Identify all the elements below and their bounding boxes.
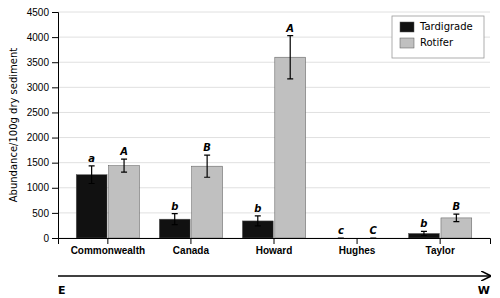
- bar: [76, 175, 107, 238]
- tick: Howard: [256, 238, 293, 256]
- tick: 2500: [27, 107, 58, 118]
- significance-label: B: [453, 201, 461, 212]
- tick-mark: [52, 62, 58, 63]
- tick-label: 4500: [27, 7, 50, 18]
- tick-mark: [52, 138, 58, 139]
- significance-label: B: [203, 142, 211, 153]
- error-bar: [421, 231, 427, 235]
- tick-mark: [52, 112, 58, 113]
- significance-label: b: [171, 201, 178, 212]
- tick: Taylor: [426, 238, 455, 256]
- tick-mark: [52, 12, 58, 13]
- grid-line: [58, 12, 490, 13]
- tick-label: 500: [32, 208, 49, 219]
- tick-label: 2000: [27, 132, 50, 143]
- legend-item: Tardigrade: [400, 21, 473, 32]
- bar: [275, 57, 306, 238]
- tick-label: 1500: [27, 157, 50, 168]
- tick-label: 3500: [27, 57, 50, 68]
- grid-line: [58, 87, 490, 88]
- legend-label: Tardigrade: [419, 21, 473, 32]
- legend-label: Rotifer: [420, 37, 454, 48]
- error-bar: [453, 214, 459, 222]
- axis-title: Abundance/100g dry sediment: [8, 48, 19, 203]
- legend-swatch: [400, 22, 414, 32]
- tick: 1000: [27, 182, 58, 193]
- grid-line: [58, 137, 490, 138]
- tick-mark: [52, 213, 58, 214]
- tick-mark: [107, 238, 108, 244]
- grid-line: [58, 112, 490, 113]
- bar: [325, 238, 356, 239]
- error-bar: [287, 36, 293, 79]
- direction-arrow: [58, 275, 490, 277]
- grid-line: [58, 62, 490, 63]
- tick-label: Canada: [173, 245, 210, 256]
- error-bar: [370, 237, 376, 238]
- error-bar: [121, 159, 127, 172]
- tick-mark: [274, 238, 275, 244]
- tick-mark: [52, 163, 58, 164]
- tick: Hughes: [339, 238, 376, 256]
- tick: Canada: [173, 238, 210, 256]
- y-axis: 0 500 1000 1500 2000 2500 3000 3500 4000 4500: [27, 7, 59, 244]
- significance-label: b: [420, 218, 427, 229]
- legend-frame: [392, 16, 484, 58]
- error-bar: [89, 166, 95, 184]
- axis-line: [59, 239, 491, 245]
- tick: 1500: [27, 157, 58, 168]
- error-bar: [204, 155, 210, 177]
- significance-label: b: [254, 203, 261, 214]
- error-bar: [338, 237, 344, 238]
- tick-label: Taylor: [426, 245, 455, 256]
- chart: 0 500 1000 1500 2000 2500 3000 3500 4000 4500 Comm…: [0, 0, 500, 298]
- bar: [358, 238, 389, 239]
- tick-mark: [52, 238, 58, 239]
- bars: [76, 36, 472, 238]
- tick-mark: [190, 238, 191, 244]
- direction-label: W: [478, 284, 490, 297]
- tick-label: 1000: [27, 182, 50, 193]
- legend-swatch: [400, 38, 414, 48]
- direction-label: E: [58, 284, 66, 297]
- bar: [109, 166, 140, 238]
- tick-mark: [52, 188, 58, 189]
- tick-mark: [357, 238, 358, 244]
- plot: 0 500 1000 1500 2000 2500 3000 3500 4000 4500 Comm…: [27, 7, 491, 256]
- tick: 3500: [27, 57, 58, 68]
- axis-line: [52, 13, 59, 239]
- grid-line: [58, 162, 490, 163]
- x-axis: Commonwealth Canada Howard Hughes Taylor: [59, 238, 491, 256]
- tick: 4000: [27, 32, 58, 43]
- tick-mark: [440, 238, 441, 244]
- tick-label: Commonwealth: [71, 245, 145, 256]
- tick: 3000: [27, 82, 58, 93]
- tick-label: Hughes: [339, 245, 376, 256]
- tick: 500: [32, 208, 58, 219]
- tick-mark: [52, 37, 58, 38]
- significance-label: C: [370, 225, 378, 236]
- tick-mark: [52, 87, 58, 88]
- tick: 4500: [27, 7, 58, 18]
- tick-label: 4000: [27, 32, 50, 43]
- tick-label: 3000: [27, 82, 50, 93]
- grid: [58, 12, 490, 238]
- tick-label: Howard: [256, 245, 293, 256]
- tick: Commonwealth: [71, 238, 145, 256]
- significance-label: c: [338, 225, 344, 236]
- tick-label: 0: [43, 233, 49, 244]
- tick: 2000: [27, 132, 58, 143]
- tick-label: 2500: [27, 107, 50, 118]
- error-bar: [172, 214, 178, 225]
- tick: 0: [43, 233, 58, 244]
- significance-label: a: [88, 153, 95, 164]
- legend: Tardigrade Rotifer: [392, 16, 484, 58]
- legend-item: Rotifer: [400, 37, 454, 48]
- significance-label: A: [285, 23, 294, 34]
- significance-label: A: [119, 146, 128, 157]
- error-bar: [255, 216, 261, 226]
